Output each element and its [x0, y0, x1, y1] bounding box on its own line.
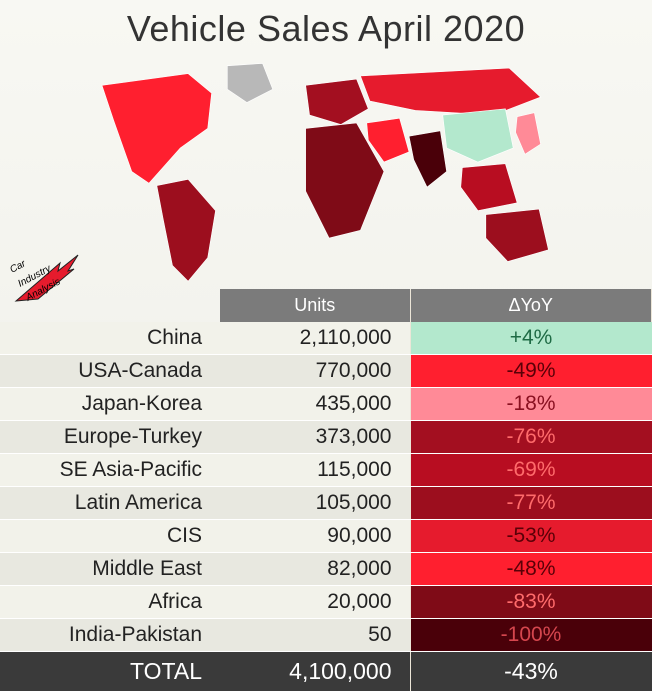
page-title: Vehicle Sales April 2020: [0, 0, 652, 54]
total-label: TOTAL: [0, 652, 220, 692]
yoy-cell: -83%: [410, 586, 652, 619]
table-row: India-Pakistan50-100%: [0, 619, 652, 652]
region-cell: India-Pakistan: [0, 619, 220, 652]
yoy-cell: -53%: [410, 520, 652, 553]
total-units: 4,100,000: [220, 652, 410, 692]
table-row: Middle East82,000-48%: [0, 553, 652, 586]
units-cell: 435,000: [220, 388, 410, 421]
yoy-cell: -100%: [410, 619, 652, 652]
region-cell: CIS: [0, 520, 220, 553]
units-cell: 373,000: [220, 421, 410, 454]
units-cell: 2,110,000: [220, 322, 410, 355]
map-region-cis: [360, 68, 540, 115]
infographic-container: Vehicle Sales April 2020 Car Industry An…: [0, 0, 652, 629]
units-cell: 50: [220, 619, 410, 652]
table-row: China2,110,000+4%: [0, 322, 652, 355]
map-region-latin-america: [157, 179, 216, 281]
region-cell: Middle East: [0, 553, 220, 586]
map-region-se-asia: [461, 164, 517, 211]
brand-logo: Car Industry Analysis: [8, 251, 88, 307]
world-map: Car Industry Analysis: [0, 54, 652, 289]
col-yoy: ΔYoY: [410, 289, 652, 322]
units-cell: 82,000: [220, 553, 410, 586]
table-row: Latin America105,000-77%: [0, 487, 652, 520]
logo-text-top: Car: [8, 258, 28, 276]
yoy-cell: -18%: [410, 388, 652, 421]
table-row: Africa20,000-83%: [0, 586, 652, 619]
region-cell: USA-Canada: [0, 355, 220, 388]
yoy-cell: -69%: [410, 454, 652, 487]
table-row: CIS90,000-53%: [0, 520, 652, 553]
map-region-china: [443, 109, 514, 162]
region-cell: China: [0, 322, 220, 355]
map-region-europe: [306, 79, 369, 124]
yoy-cell: -76%: [410, 421, 652, 454]
yoy-cell: -49%: [410, 355, 652, 388]
table-row: Europe-Turkey373,000-76%: [0, 421, 652, 454]
map-region-north-america: [102, 74, 212, 184]
units-cell: 20,000: [220, 586, 410, 619]
table-header-row: Units ΔYoY: [0, 289, 652, 322]
table-row: USA-Canada770,000-49%: [0, 355, 652, 388]
yoy-cell: -77%: [410, 487, 652, 520]
region-cell: Africa: [0, 586, 220, 619]
map-region-australia: [486, 209, 549, 261]
units-cell: 90,000: [220, 520, 410, 553]
region-cell: Japan-Korea: [0, 388, 220, 421]
yoy-cell: -48%: [410, 553, 652, 586]
sales-table: Units ΔYoY China2,110,000+4%USA-Canada77…: [0, 289, 652, 692]
map-svg: [0, 54, 652, 289]
table-row: Japan-Korea435,000-18%: [0, 388, 652, 421]
region-cell: Europe-Turkey: [0, 421, 220, 454]
total-row: TOTAL 4,100,000 -43%: [0, 652, 652, 692]
region-cell: Latin America: [0, 487, 220, 520]
col-units: Units: [220, 289, 410, 322]
total-yoy: -43%: [410, 652, 652, 692]
map-region-greenland: [227, 63, 272, 102]
map-region-india: [409, 131, 447, 187]
region-cell: SE Asia-Pacific: [0, 454, 220, 487]
units-cell: 105,000: [220, 487, 410, 520]
map-region-japan-korea: [516, 113, 541, 155]
table-row: SE Asia-Pacific115,000-69%: [0, 454, 652, 487]
units-cell: 115,000: [220, 454, 410, 487]
units-cell: 770,000: [220, 355, 410, 388]
yoy-cell: +4%: [410, 322, 652, 355]
